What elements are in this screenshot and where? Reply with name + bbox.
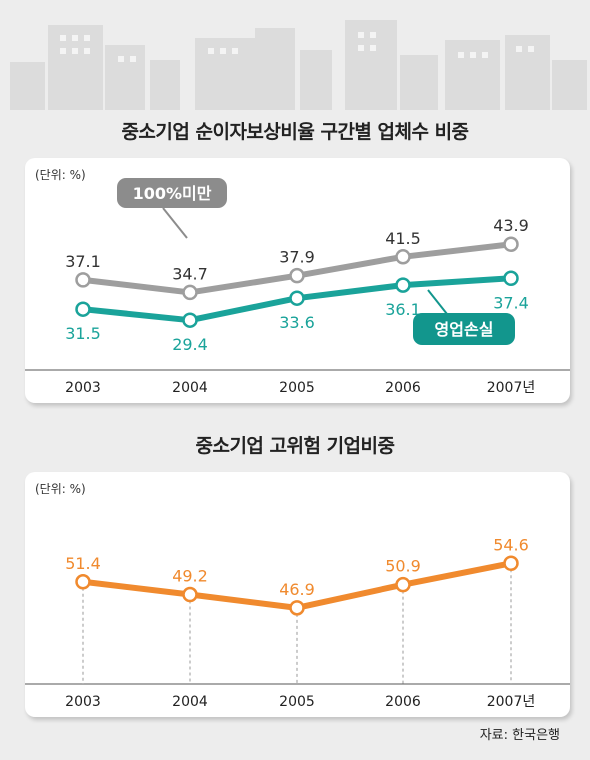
data-point xyxy=(289,267,305,284)
data-label: 37.1 xyxy=(65,252,101,271)
data-point xyxy=(503,236,519,252)
data-point xyxy=(503,270,519,287)
unit-label-2: (단위: %) xyxy=(35,482,86,496)
x-tick-label: 2007년 xyxy=(487,380,536,396)
chart-panel-1: (단위: %) 2003 2004 2005 2006 2007년 37.1 34.7 37.… xyxy=(25,158,570,403)
source-note: 자료: 한국은행 xyxy=(479,728,560,743)
data-label: 37.9 xyxy=(279,248,315,267)
line-chart-1: 2003 2004 2005 2006 2007년 37.1 34.7 37.9 41.5 43.… xyxy=(25,178,570,396)
chart-title-2: 중소기업 고위험 기업비중 xyxy=(195,435,395,457)
x-tick-label: 2004 xyxy=(172,694,208,710)
x-tick-label: 2004 xyxy=(172,380,208,396)
data-label: 29.4 xyxy=(172,335,208,354)
data-label: 50.9 xyxy=(385,557,421,576)
unit-label-1: (단위: %) xyxy=(35,168,86,182)
x-tick-label: 2005 xyxy=(279,380,315,396)
data-point xyxy=(395,249,411,265)
series-name-badge xyxy=(413,313,515,345)
data-point xyxy=(289,600,305,616)
chart-panel-2: (단위: %) 2003 2004 2005 2006 2007년 51.4 49.2 46.… xyxy=(25,472,570,717)
data-point xyxy=(395,576,411,593)
data-label: 46.9 xyxy=(279,580,315,599)
data-label: 49.2 xyxy=(172,567,208,586)
skyline-decoration xyxy=(10,20,587,110)
data-label: 51.4 xyxy=(65,554,101,573)
data-label: 54.6 xyxy=(493,535,529,554)
data-point xyxy=(289,290,305,306)
series-name-label: 영업손실 xyxy=(435,320,494,339)
x-tick-label: 2006 xyxy=(385,380,421,396)
data-label: 31.5 xyxy=(65,324,101,343)
data-point xyxy=(503,555,519,572)
chart-title-1: 중소기업 순이자보상비율 구간별 업체수 비중 xyxy=(121,121,469,143)
data-point xyxy=(182,284,198,301)
data-point xyxy=(75,272,91,288)
series-leader-line xyxy=(162,207,188,239)
data-point xyxy=(182,586,198,603)
data-label: 37.4 xyxy=(493,293,529,312)
x-tick-label: 2003 xyxy=(65,694,101,710)
data-point xyxy=(75,574,91,590)
data-point xyxy=(182,312,198,328)
series-name-label: 100%미만 xyxy=(133,184,212,203)
data-point xyxy=(395,277,411,293)
x-tick-label: 2006 xyxy=(385,694,421,710)
x-tick-label: 2007년 xyxy=(487,694,536,710)
data-point xyxy=(75,301,91,317)
data-label: 36.1 xyxy=(385,300,421,319)
x-tick-label: 2005 xyxy=(279,694,315,710)
series-name-badge xyxy=(117,178,227,208)
data-label: 34.7 xyxy=(172,264,208,283)
data-label: 33.6 xyxy=(279,313,315,332)
data-label: 43.9 xyxy=(493,216,529,235)
line-chart-2: 2003 2004 2005 2006 2007년 51.4 49.2 46.9 50.9 54.… xyxy=(25,535,570,710)
series-leader-line xyxy=(427,289,448,315)
x-tick-label: 2003 xyxy=(65,380,101,396)
data-label: 41.5 xyxy=(385,229,421,248)
